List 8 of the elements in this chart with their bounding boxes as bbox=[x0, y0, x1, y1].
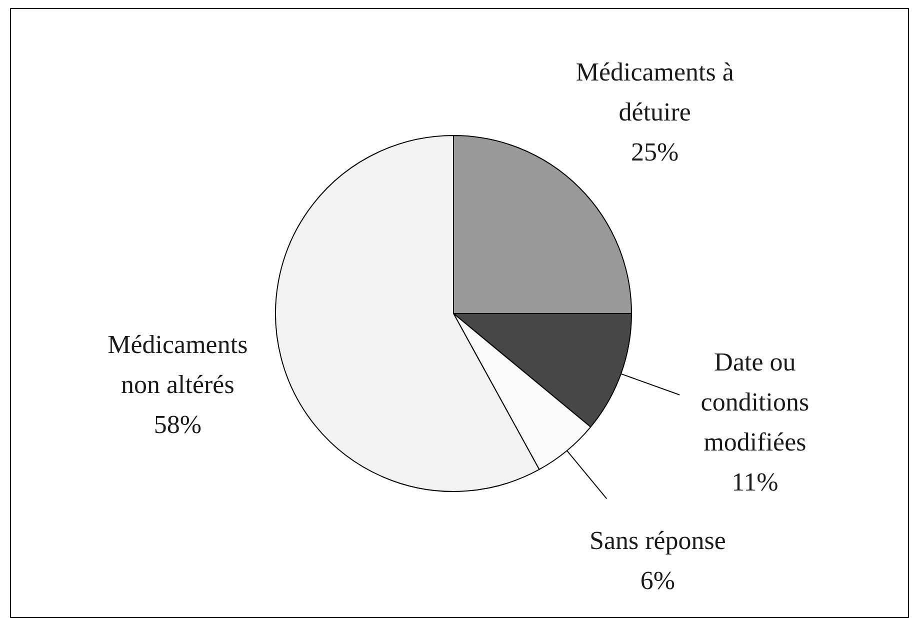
slice-label: Sans réponse bbox=[589, 526, 726, 555]
data-label: 6% bbox=[640, 566, 676, 595]
data-label: 58% bbox=[154, 410, 202, 439]
slice-label: Date ou conditions modifiées bbox=[700, 348, 810, 457]
slice-label: Médicaments non altérés bbox=[108, 330, 248, 399]
data-label: 25% bbox=[631, 138, 679, 167]
data-label: 11% bbox=[732, 468, 778, 497]
slice-label: Médicaments à détuire bbox=[576, 58, 734, 127]
